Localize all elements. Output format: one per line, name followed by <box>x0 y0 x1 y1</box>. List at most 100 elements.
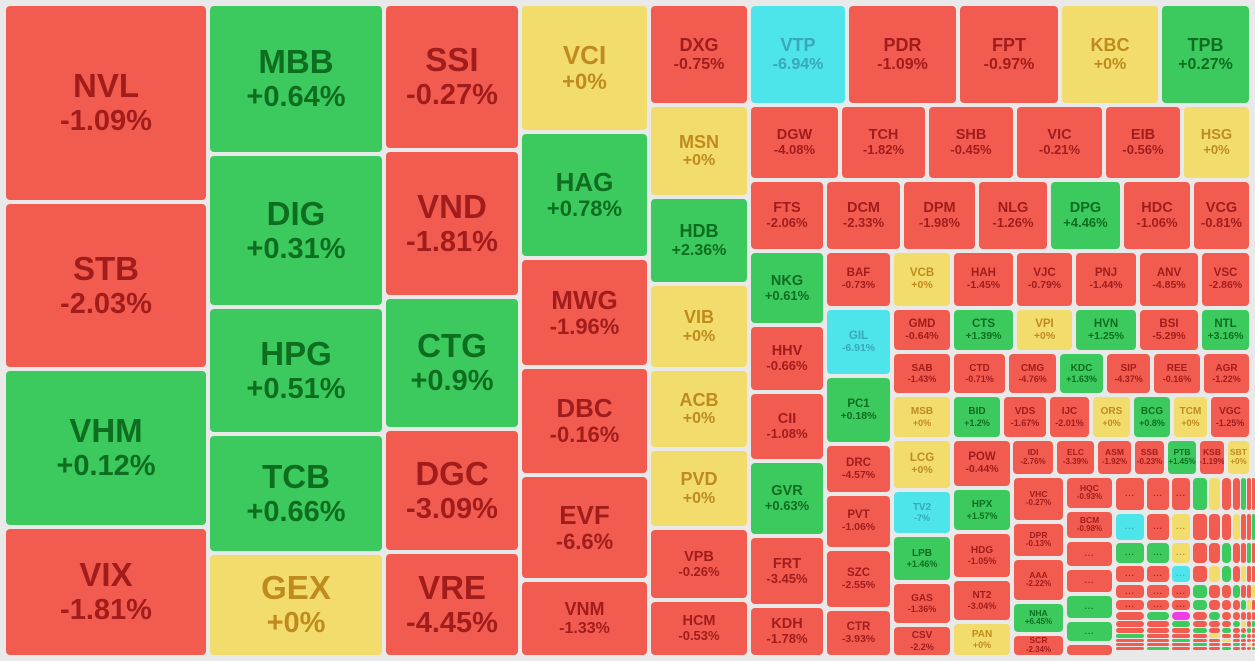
tile-HAG[interactable]: HAG +0.78% <box>522 134 647 256</box>
cascade-cell[interactable]: ... <box>1172 514 1190 540</box>
cascade-cell[interactable] <box>1233 628 1240 633</box>
tile-more[interactable]: ... <box>1067 570 1112 592</box>
tile-CTD[interactable]: CTD -0.71% <box>954 354 1005 393</box>
tile-ACB[interactable]: ACB +0% <box>651 371 747 447</box>
cascade-cell[interactable] <box>1209 478 1220 510</box>
tile-VSC[interactable]: VSC -2.86% <box>1202 253 1249 306</box>
cascade-cell[interactable] <box>1116 612 1144 620</box>
cascade-cell[interactable] <box>1193 600 1207 610</box>
tile-KDC[interactable]: KDC +1.63% <box>1060 354 1103 393</box>
cascade-cell[interactable] <box>1252 643 1255 646</box>
tile-MSN[interactable]: MSN +0% <box>651 107 747 195</box>
tile-ASM[interactable]: ASM -1.92% <box>1098 441 1131 474</box>
tile-SZC[interactable]: SZC -2.55% <box>827 551 890 607</box>
tile-VTP[interactable]: VTP -6.94% <box>751 6 845 103</box>
tile-VIB[interactable]: VIB +0% <box>651 286 747 367</box>
cascade-cell[interactable] <box>1193 643 1207 646</box>
cascade-cell[interactable] <box>1233 643 1240 646</box>
tile-PVT[interactable]: PVT -1.06% <box>827 496 890 547</box>
tile-more[interactable]: ... <box>1067 542 1112 566</box>
tile-HAH[interactable]: HAH -1.45% <box>954 253 1013 306</box>
cascade-cell[interactable] <box>1247 612 1251 620</box>
tile-HHV[interactable]: HHV -0.66% <box>751 327 823 390</box>
cascade-cell[interactable] <box>1172 628 1190 633</box>
cascade-cell[interactable] <box>1222 634 1231 638</box>
tile-HPX[interactable]: HPX +1.57% <box>954 490 1010 530</box>
tile-NKG[interactable]: NKG +0.61% <box>751 253 823 323</box>
tile-CTG[interactable]: CTG +0.9% <box>386 299 518 427</box>
cascade-cell[interactable] <box>1172 639 1190 642</box>
tile-VRE[interactable]: VRE -4.45% <box>386 554 518 655</box>
tile-NLG[interactable]: NLG -1.26% <box>979 182 1047 249</box>
cascade-cell[interactable] <box>1222 585 1231 598</box>
cascade-cell[interactable] <box>1247 585 1251 598</box>
cascade-cell[interactable] <box>1116 634 1144 638</box>
cascade-cell[interactable] <box>1209 514 1220 540</box>
cascade-cell[interactable]: ... <box>1147 478 1169 510</box>
cascade-cell[interactable] <box>1247 621 1251 627</box>
cascade-cell[interactable] <box>1172 643 1190 646</box>
tile-TV2[interactable]: TV2 -7% <box>894 492 950 533</box>
cascade-cell[interactable]: ... <box>1116 478 1144 510</box>
cascade-cell[interactable] <box>1241 612 1246 620</box>
cascade-cell[interactable] <box>1252 543 1255 563</box>
tile-PVD[interactable]: PVD +0% <box>651 451 747 526</box>
cascade-cell[interactable] <box>1193 514 1207 540</box>
tile-VCI[interactable]: VCI +0% <box>522 6 647 130</box>
tile-more[interactable] <box>1067 645 1112 655</box>
tile-VCB[interactable]: VCB +0% <box>894 253 950 306</box>
cascade-cell[interactable] <box>1209 543 1220 563</box>
cascade-cell[interactable] <box>1252 647 1255 650</box>
tile-SSB[interactable]: SSB -0.23% <box>1135 441 1164 474</box>
tile-BCM[interactable]: BCM -0.98% <box>1067 512 1112 538</box>
cascade-cell[interactable]: ... <box>1116 585 1144 598</box>
cascade-cell[interactable] <box>1252 639 1255 642</box>
tile-NVL[interactable]: NVL -1.09% <box>6 6 206 200</box>
cascade-cell[interactable] <box>1222 621 1231 627</box>
cascade-cell[interactable] <box>1241 543 1246 563</box>
cascade-cell[interactable]: ... <box>1172 600 1190 610</box>
tile-VNM[interactable]: VNM -1.33% <box>522 582 647 655</box>
tile-VHM[interactable]: VHM +0.12% <box>6 371 206 525</box>
cascade-cell[interactable] <box>1147 643 1169 646</box>
cascade-cell[interactable] <box>1252 600 1255 610</box>
cascade-cell[interactable] <box>1147 634 1169 638</box>
tile-VIC[interactable]: VIC -0.21% <box>1017 107 1102 178</box>
cascade-cell[interactable] <box>1222 639 1231 642</box>
tile-FRT[interactable]: FRT -3.45% <box>751 538 823 604</box>
cascade-cell[interactable] <box>1193 585 1207 598</box>
cascade-cell[interactable] <box>1193 634 1207 638</box>
tile-DGW[interactable]: DGW -4.08% <box>751 107 838 178</box>
tile-HDG[interactable]: HDG -1.05% <box>954 534 1010 577</box>
tile-AGR[interactable]: AGR -1.22% <box>1204 354 1249 393</box>
cascade-cell[interactable] <box>1233 600 1240 610</box>
tile-DCM[interactable]: DCM -2.33% <box>827 182 900 249</box>
tile-HPG[interactable]: HPG +0.51% <box>210 309 382 432</box>
cascade-cell[interactable] <box>1193 639 1207 642</box>
tile-REE[interactable]: REE -0.16% <box>1154 354 1200 393</box>
tile-PAN[interactable]: PAN +0% <box>954 624 1010 655</box>
cascade-cell[interactable]: ... <box>1147 514 1169 540</box>
tile-LPB[interactable]: LPB +1.46% <box>894 537 950 580</box>
tile-CSV[interactable]: CSV -2.2% <box>894 627 950 655</box>
cascade-cell[interactable] <box>1247 643 1251 646</box>
cascade-cell[interactable] <box>1252 628 1255 633</box>
tile-CII[interactable]: CII -1.08% <box>751 394 823 459</box>
cascade-cell[interactable] <box>1193 621 1207 627</box>
tile-KDH[interactable]: KDH -1.78% <box>751 608 823 655</box>
tile-HSG[interactable]: HSG +0% <box>1184 107 1249 178</box>
cascade-cell[interactable] <box>1247 478 1251 510</box>
cascade-cell[interactable] <box>1193 612 1207 620</box>
tile-DXG[interactable]: DXG -0.75% <box>651 6 747 103</box>
cascade-cell[interactable] <box>1116 628 1144 633</box>
cascade-cell[interactable] <box>1247 634 1251 638</box>
cascade-cell[interactable] <box>1209 634 1220 638</box>
tile-TCM[interactable]: TCM +0% <box>1174 397 1207 437</box>
tile-CTR[interactable]: CTR -3.93% <box>827 611 890 655</box>
tile-IDI[interactable]: IDI -2.76% <box>1013 441 1053 474</box>
tile-HDB[interactable]: HDB +2.36% <box>651 199 747 282</box>
cascade-cell[interactable] <box>1222 647 1231 650</box>
cascade-cell[interactable] <box>1222 543 1231 563</box>
tile-ORS[interactable]: ORS +0% <box>1093 397 1130 437</box>
cascade-cell[interactable] <box>1247 566 1251 582</box>
